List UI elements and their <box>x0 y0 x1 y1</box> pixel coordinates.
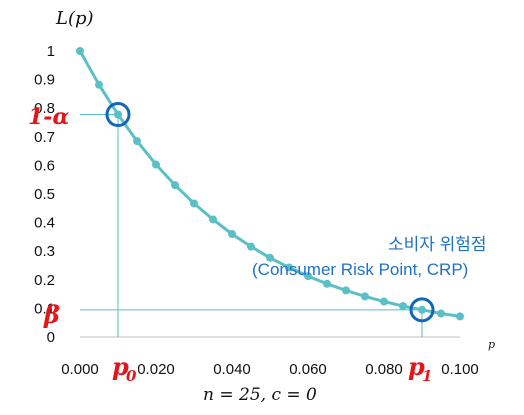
data-point <box>285 263 293 272</box>
annotation-p0-sub: 0 <box>126 367 137 385</box>
annotation-crp-korean: 소비자 위험점 <box>388 235 487 254</box>
data-point <box>266 253 274 262</box>
annotation-crp-english: (Consumer Risk Point, CRP) <box>252 260 468 279</box>
data-point <box>133 137 141 146</box>
data-point <box>456 312 464 321</box>
y-tick-label: 0.2 <box>34 272 55 289</box>
annotation-p1-main: p <box>408 352 425 381</box>
data-point <box>171 181 179 190</box>
data-point <box>361 292 369 301</box>
x-tick-label: 0.040 <box>213 361 251 378</box>
y-tick-label: 0.8 <box>34 100 55 117</box>
x-tick-label: 0.060 <box>289 361 327 378</box>
y-axis-title: L(p) <box>55 8 94 29</box>
y-tick-label: 0.1 <box>34 300 55 317</box>
data-point <box>190 199 198 208</box>
data-point <box>247 242 255 251</box>
annotation-one-minus-alpha: 1-α <box>28 104 69 130</box>
y-tick-label: 0.4 <box>34 215 55 232</box>
y-tick-label: 0.5 <box>34 186 55 203</box>
data-point <box>418 305 426 314</box>
y-tick-label: 0.9 <box>34 72 55 89</box>
annotation-p1: p 1 <box>408 352 434 385</box>
y-tick-label: 0.3 <box>34 243 55 260</box>
y-tick-label: 0.7 <box>34 129 55 146</box>
highlight-circle <box>409 297 435 323</box>
data-point <box>228 230 236 239</box>
data-point <box>437 309 445 318</box>
y-tick-labels: 0 0.1 0.2 0.3 0.4 0.5 0.6 0.7 0.8 0.9 1 <box>34 43 55 346</box>
data-point <box>76 47 84 55</box>
annotation-beta: β <box>43 300 60 329</box>
annotation-p0-main: p <box>112 352 129 381</box>
x-tick-label: 0.000 <box>61 361 99 378</box>
series-markers <box>76 47 464 321</box>
data-point <box>399 302 407 311</box>
x-tick-label: 0.100 <box>441 361 479 378</box>
x-tick-labels: 0.000 0.020 0.040 0.060 0.080 0.100 <box>61 361 479 378</box>
data-point <box>342 286 350 295</box>
x-tick-label: 0.080 <box>365 361 403 378</box>
data-point <box>323 279 331 288</box>
data-point <box>304 272 312 281</box>
highlight-circle <box>105 101 131 127</box>
guide-lines <box>80 113 423 337</box>
y-tick-label: 0 <box>47 329 55 346</box>
highlight-circles <box>105 101 435 323</box>
data-point <box>114 110 122 119</box>
data-point <box>209 215 217 224</box>
chart-subtitle: n = 25, c = 0 <box>203 385 317 405</box>
x-axis-title: p <box>488 338 495 351</box>
annotation-p0: p 0 <box>112 352 138 385</box>
x-tick-label: 0.020 <box>137 361 175 378</box>
data-point <box>95 80 103 89</box>
data-point <box>380 297 388 306</box>
y-tick-label: 1 <box>47 43 55 60</box>
data-point <box>152 160 160 169</box>
y-tick-label: 0.6 <box>34 157 55 174</box>
annotation-p1-sub: 1 <box>422 367 432 385</box>
